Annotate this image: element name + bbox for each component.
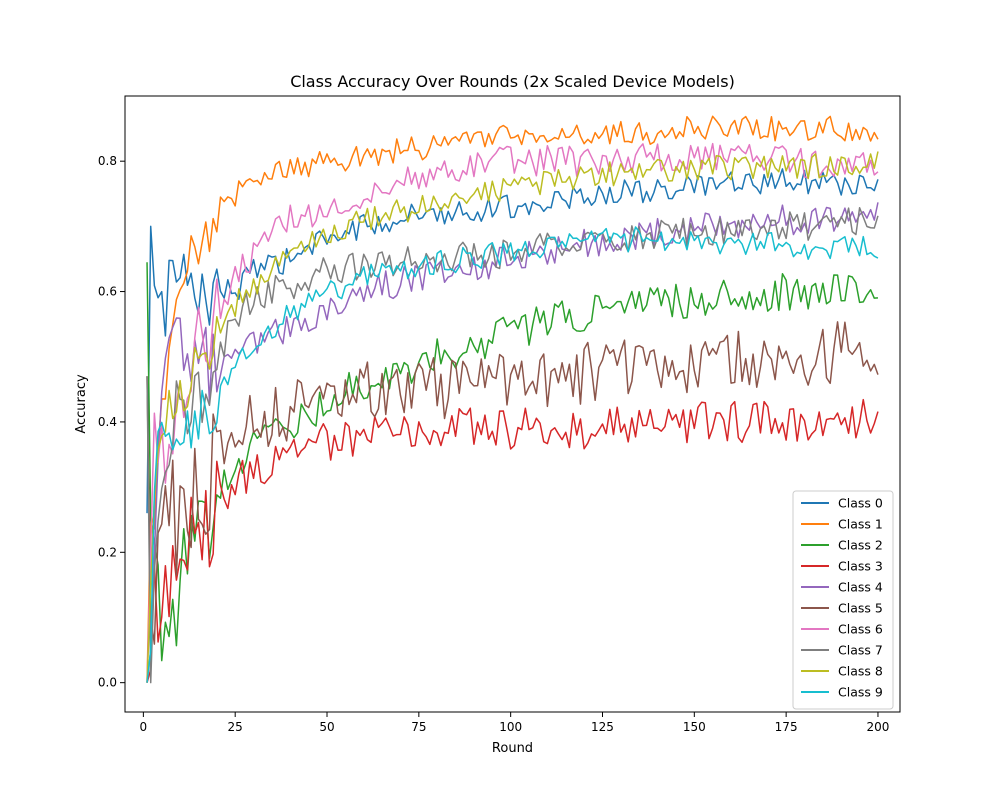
series-line-class-2 bbox=[146, 262, 879, 662]
legend-label: Class 4 bbox=[838, 580, 883, 595]
x-tick-label: 200 bbox=[867, 720, 890, 734]
series-line-class-4 bbox=[146, 202, 879, 683]
legend-label: Class 8 bbox=[838, 664, 883, 679]
plot-frame bbox=[124, 95, 901, 713]
series-layer bbox=[146, 115, 879, 684]
y-tick-label: 0.6 bbox=[98, 285, 117, 299]
legend-label: Class 1 bbox=[838, 517, 883, 532]
series-line-class-1 bbox=[146, 115, 879, 683]
series-line-class-3 bbox=[146, 398, 879, 683]
legend-label: Class 9 bbox=[838, 685, 883, 700]
y-tick-label: 0.4 bbox=[98, 415, 117, 429]
x-tick-label: 175 bbox=[775, 720, 798, 734]
y-tick-label: 0.0 bbox=[98, 676, 117, 690]
x-tick-label: 100 bbox=[499, 720, 522, 734]
x-tick-label: 50 bbox=[319, 720, 334, 734]
x-tick-label: 75 bbox=[411, 720, 426, 734]
series-line-class-8 bbox=[146, 151, 879, 683]
legend-label: Class 3 bbox=[838, 559, 883, 574]
x-tick-label: 0 bbox=[140, 720, 148, 734]
x-tick-label: 150 bbox=[683, 720, 706, 734]
legend-label: Class 7 bbox=[838, 643, 883, 658]
x-axis-label: Round bbox=[492, 741, 533, 756]
series-line-class-5 bbox=[146, 321, 879, 645]
series-line-class-0 bbox=[146, 168, 879, 514]
legend-label: Class 5 bbox=[838, 601, 883, 616]
legend-label: Class 0 bbox=[838, 496, 883, 511]
legend: Class 0 Class 1 Class 2 Class 3 Class 4 Class… bbox=[792, 490, 894, 710]
y-axis: 0.0 0.2 0.4 0.6 0.8 bbox=[98, 154, 125, 690]
series-line-class-7 bbox=[146, 206, 879, 684]
chart-title: Class Accuracy Over Rounds (2x Scaled De… bbox=[290, 72, 735, 91]
x-tick-label: 25 bbox=[228, 720, 243, 734]
y-axis-label: Accuracy bbox=[74, 374, 89, 434]
y-tick-label: 0.8 bbox=[98, 154, 117, 168]
legend-label: Class 6 bbox=[838, 622, 883, 637]
x-axis: 0 25 50 75 100 125 150 175 200 bbox=[140, 712, 890, 734]
series-line-class-6 bbox=[146, 142, 879, 683]
series-line-class-9 bbox=[146, 226, 879, 683]
y-tick-label: 0.2 bbox=[98, 545, 117, 559]
legend-label: Class 2 bbox=[838, 538, 883, 553]
x-tick-label: 125 bbox=[591, 720, 614, 734]
